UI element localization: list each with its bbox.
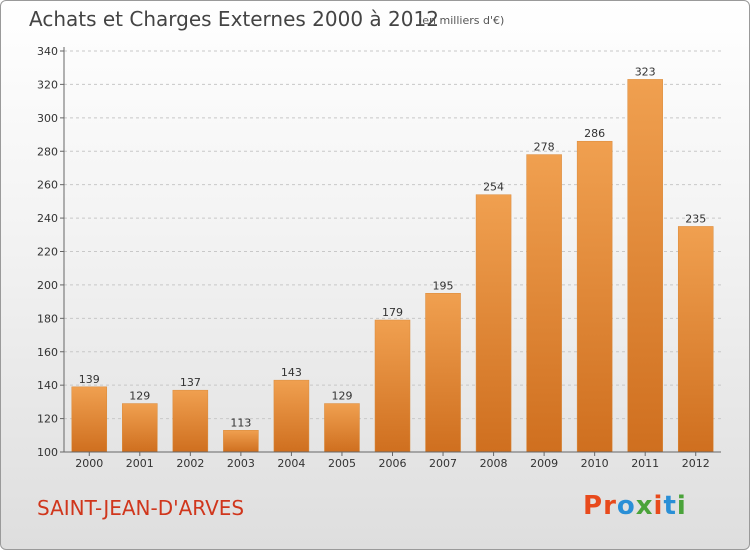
x-tick-label: 2008 <box>480 457 508 470</box>
logo-letter: o <box>616 491 636 521</box>
x-tick-label: 2002 <box>176 457 204 470</box>
x-tick-label: 2011 <box>631 457 659 470</box>
value-label: 235 <box>685 212 706 225</box>
bar-2005 <box>324 403 360 453</box>
x-tick-label: 2005 <box>328 457 356 470</box>
chart-subtitle: (en milliers d'€) <box>418 14 505 27</box>
bar-2011 <box>627 79 663 453</box>
logo-letter: P <box>583 491 604 521</box>
logo-letter: x <box>635 491 654 521</box>
bar-2008 <box>475 194 512 453</box>
value-label: 254 <box>483 181 504 194</box>
y-tick-label: 180 <box>37 312 58 325</box>
value-labels: 139 129 137 113 143 129 179 195 254 278 286 323 235 <box>79 65 706 429</box>
bars <box>71 79 714 453</box>
y-tick-label: 200 <box>37 279 58 292</box>
x-tick-label: 2004 <box>277 457 305 470</box>
logo-letter: r <box>603 491 617 521</box>
bar-2002 <box>172 389 209 453</box>
chart-title: Achats et Charges Externes 2000 à 2012 <box>29 7 439 31</box>
value-label: 278 <box>534 141 555 154</box>
value-label: 137 <box>180 376 201 389</box>
value-label: 143 <box>281 366 302 379</box>
y-tick-label: 140 <box>37 379 58 392</box>
value-label: 113 <box>230 416 251 429</box>
logo-letter: t <box>663 491 677 521</box>
bar-2012 <box>677 226 714 453</box>
bar-2010 <box>576 140 613 453</box>
value-label: 179 <box>382 306 403 319</box>
x-tick-label: 2009 <box>530 457 558 470</box>
y-tick-label: 100 <box>37 446 58 459</box>
value-label: 129 <box>331 390 352 403</box>
y-tick-label: 320 <box>37 78 58 91</box>
y-tick-label: 300 <box>37 112 58 125</box>
y-tick-label: 280 <box>37 145 58 158</box>
x-tick-label: 2012 <box>682 457 710 470</box>
commune-name: SAINT-JEAN-D'ARVES <box>37 496 245 520</box>
y-tick-label: 260 <box>37 179 58 192</box>
bar-2007 <box>425 293 461 453</box>
bar-2006 <box>374 319 411 453</box>
x-tick-label: 2003 <box>227 457 255 470</box>
y-tick-label: 240 <box>37 212 58 225</box>
y-tick-label: 220 <box>37 246 58 259</box>
value-label: 195 <box>433 279 454 292</box>
proxiti-logo: Proxiti <box>583 491 687 521</box>
x-tick-label: 2000 <box>75 457 103 470</box>
bar-2004 <box>273 379 310 453</box>
value-label: 286 <box>584 127 605 140</box>
bar-2000 <box>71 386 108 453</box>
bar-2001 <box>122 403 158 453</box>
y-tick-label: 340 <box>37 45 58 58</box>
y-tick-label: 160 <box>37 346 58 359</box>
y-tick-label: 120 <box>37 413 58 426</box>
x-tick-label: 2007 <box>429 457 457 470</box>
bar-2003 <box>223 430 259 453</box>
x-tick-label: 2001 <box>126 457 154 470</box>
value-label: 139 <box>79 373 100 386</box>
value-label: 323 <box>635 65 656 78</box>
bar-2009 <box>526 154 562 453</box>
x-tick-label: 2006 <box>379 457 407 470</box>
logo-letter: i <box>653 491 664 521</box>
logo-letter: i <box>676 491 687 521</box>
axes: 100 120 140 160 180 200 220 240 260 280 300 320 340 2… <box>37 45 721 470</box>
value-label: 129 <box>129 390 150 403</box>
x-tick-label: 2010 <box>581 457 609 470</box>
